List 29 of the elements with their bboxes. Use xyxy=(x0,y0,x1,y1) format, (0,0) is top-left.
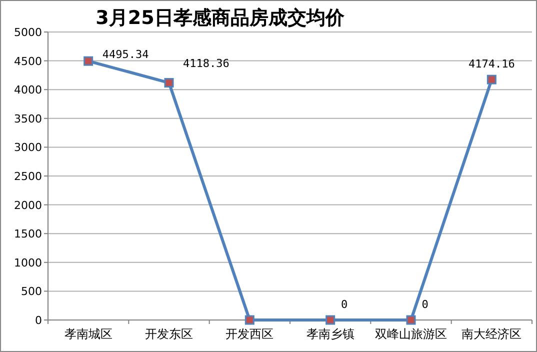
data-label: 4118.36 xyxy=(183,56,230,70)
data-label: 0 xyxy=(341,298,348,311)
x-tick-label: 开发西区 xyxy=(226,327,274,341)
y-tick-label: 3000 xyxy=(14,141,42,154)
point xyxy=(244,315,254,325)
point xyxy=(486,74,496,84)
point xyxy=(164,78,174,88)
y-tick-label: 5000 xyxy=(14,26,42,39)
x-tick-label: 孝南城区 xyxy=(64,327,112,341)
y-tick-label: 1500 xyxy=(14,228,42,241)
point xyxy=(326,315,336,325)
x-tick-label: 南大经济区 xyxy=(462,327,522,341)
y-tick-label: 2500 xyxy=(14,170,42,183)
x-tick-label: 双峰山旅游区 xyxy=(375,327,447,341)
point xyxy=(84,56,94,66)
data-label: 0 xyxy=(422,298,428,311)
data-label: 4174.16 xyxy=(468,58,515,71)
y-tick-label: 0 xyxy=(35,314,42,327)
y-tick-label: 3500 xyxy=(14,112,42,126)
x-tick-label: 孝南乡镇 xyxy=(306,327,354,341)
y-tick-label: 4500 xyxy=(14,54,42,68)
y-tick-label: 4000 xyxy=(14,84,42,97)
y-tick-label: 1000 xyxy=(14,256,42,270)
x-tick-label: 开发东区 xyxy=(145,327,193,341)
y-tick-label: 500 xyxy=(21,285,42,298)
point xyxy=(406,315,416,325)
data-label: 4495.34 xyxy=(102,48,150,62)
chart-title: 3月25日孝感商品房成交均价 xyxy=(96,7,346,29)
y-tick-label: 2000 xyxy=(14,198,42,212)
